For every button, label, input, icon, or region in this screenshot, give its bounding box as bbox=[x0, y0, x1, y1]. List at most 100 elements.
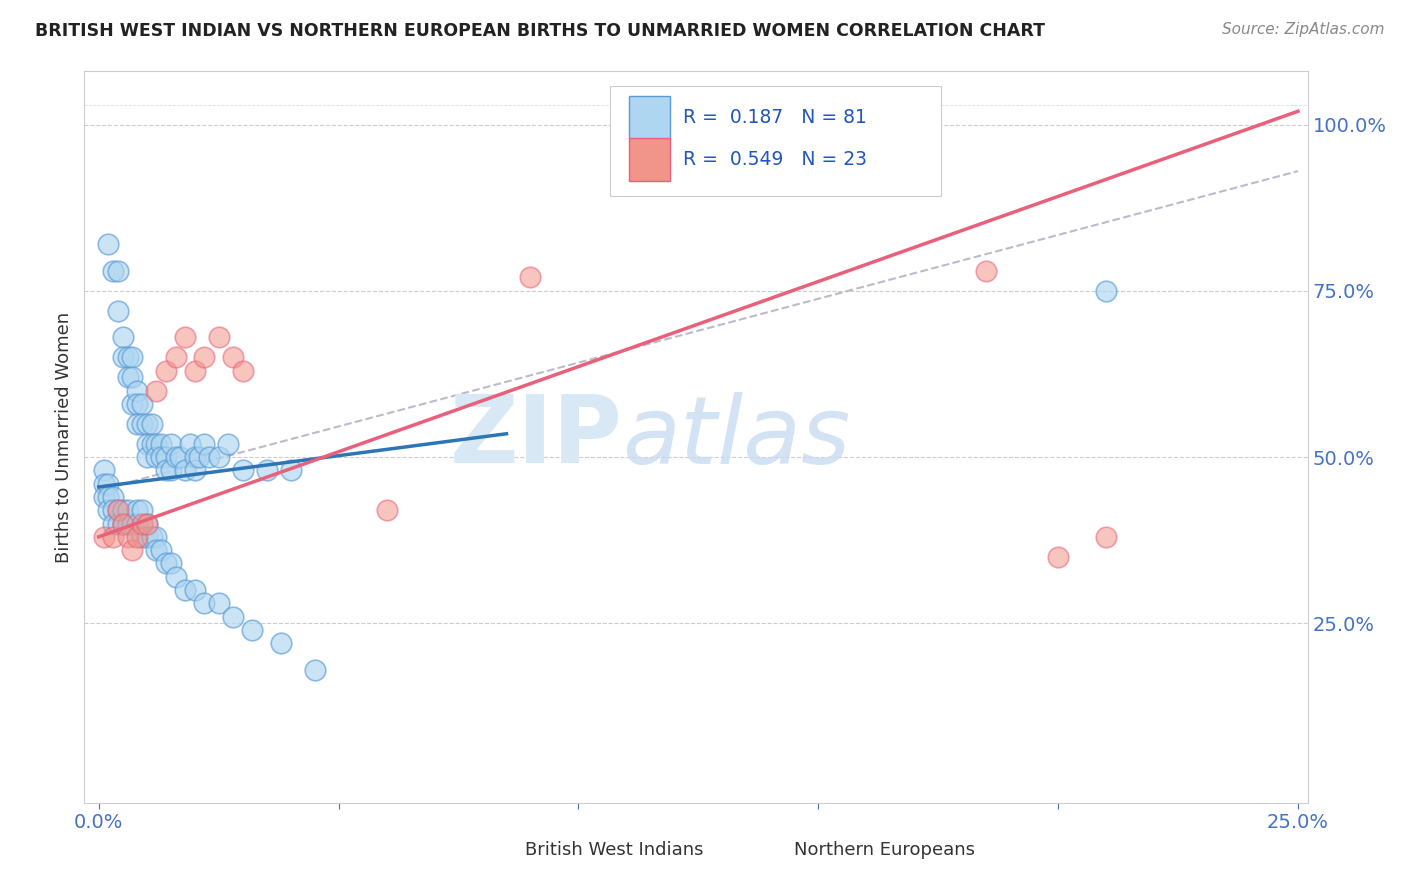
Point bbox=[107, 503, 129, 517]
Point bbox=[150, 450, 173, 464]
Point bbox=[145, 543, 167, 558]
Point bbox=[93, 476, 115, 491]
Point bbox=[93, 463, 115, 477]
Text: British West Indians: British West Indians bbox=[524, 841, 703, 859]
Text: Source: ZipAtlas.com: Source: ZipAtlas.com bbox=[1222, 22, 1385, 37]
Point bbox=[165, 450, 187, 464]
Point bbox=[93, 490, 115, 504]
Point bbox=[208, 330, 231, 344]
Point bbox=[131, 530, 153, 544]
Point bbox=[93, 530, 115, 544]
Point bbox=[179, 436, 201, 450]
Point bbox=[208, 450, 231, 464]
Point bbox=[155, 363, 177, 377]
Point bbox=[97, 476, 120, 491]
Point bbox=[135, 417, 157, 431]
Point bbox=[188, 450, 211, 464]
Point bbox=[111, 330, 134, 344]
Point bbox=[141, 436, 163, 450]
Point bbox=[145, 436, 167, 450]
Point bbox=[117, 370, 139, 384]
Point bbox=[150, 543, 173, 558]
Point bbox=[193, 596, 215, 610]
Point bbox=[193, 436, 215, 450]
Point bbox=[159, 463, 181, 477]
Point bbox=[183, 582, 205, 597]
Point bbox=[97, 237, 120, 252]
Point bbox=[97, 490, 120, 504]
Point bbox=[270, 636, 292, 650]
Point bbox=[107, 303, 129, 318]
Point bbox=[101, 516, 124, 531]
Point bbox=[174, 582, 197, 597]
Point bbox=[135, 450, 157, 464]
Text: ZIP: ZIP bbox=[450, 391, 623, 483]
FancyBboxPatch shape bbox=[628, 95, 671, 139]
Point bbox=[111, 503, 134, 517]
Point bbox=[101, 490, 124, 504]
Point bbox=[107, 264, 129, 278]
Point bbox=[159, 557, 181, 571]
Point bbox=[145, 530, 167, 544]
Point bbox=[1095, 530, 1118, 544]
Point bbox=[1047, 549, 1070, 564]
Point bbox=[111, 516, 134, 531]
Point bbox=[519, 270, 541, 285]
Point bbox=[240, 623, 263, 637]
Text: BRITISH WEST INDIAN VS NORTHERN EUROPEAN BIRTHS TO UNMARRIED WOMEN CORRELATION C: BRITISH WEST INDIAN VS NORTHERN EUROPEAN… bbox=[35, 22, 1045, 40]
Point bbox=[222, 609, 245, 624]
Point bbox=[304, 663, 326, 677]
Text: atlas: atlas bbox=[623, 392, 851, 483]
Point bbox=[183, 463, 205, 477]
Point bbox=[141, 530, 163, 544]
Point bbox=[174, 330, 197, 344]
Point bbox=[256, 463, 278, 477]
Point bbox=[155, 557, 177, 571]
Point bbox=[117, 516, 139, 531]
Point bbox=[135, 516, 157, 531]
Text: Northern Europeans: Northern Europeans bbox=[794, 841, 974, 859]
Point bbox=[131, 516, 153, 531]
Point bbox=[193, 351, 215, 365]
Point bbox=[165, 351, 187, 365]
Point bbox=[159, 436, 181, 450]
Point bbox=[141, 417, 163, 431]
Point bbox=[127, 417, 149, 431]
Point bbox=[121, 516, 143, 531]
Point bbox=[232, 463, 254, 477]
Point bbox=[121, 370, 143, 384]
Point bbox=[127, 503, 149, 517]
Point bbox=[222, 351, 245, 365]
Point bbox=[121, 397, 143, 411]
Point bbox=[121, 543, 143, 558]
Point bbox=[127, 384, 149, 398]
Point bbox=[111, 516, 134, 531]
Point bbox=[150, 436, 173, 450]
Y-axis label: Births to Unmarried Women: Births to Unmarried Women bbox=[55, 311, 73, 563]
Point bbox=[183, 363, 205, 377]
Point bbox=[1095, 284, 1118, 298]
Point bbox=[145, 384, 167, 398]
Point bbox=[131, 397, 153, 411]
Text: R =  0.549   N = 23: R = 0.549 N = 23 bbox=[682, 150, 866, 169]
Point bbox=[217, 436, 239, 450]
Point bbox=[232, 363, 254, 377]
Point bbox=[135, 516, 157, 531]
Point bbox=[169, 450, 191, 464]
Point bbox=[174, 463, 197, 477]
Point bbox=[198, 450, 221, 464]
Point bbox=[280, 463, 302, 477]
Point bbox=[117, 503, 139, 517]
Text: R =  0.187   N = 81: R = 0.187 N = 81 bbox=[682, 108, 866, 127]
Point bbox=[155, 450, 177, 464]
Point bbox=[183, 450, 205, 464]
Point bbox=[131, 417, 153, 431]
Point bbox=[117, 530, 139, 544]
Point bbox=[145, 450, 167, 464]
FancyBboxPatch shape bbox=[628, 137, 671, 181]
Point bbox=[121, 351, 143, 365]
FancyBboxPatch shape bbox=[484, 835, 515, 866]
Point bbox=[107, 516, 129, 531]
FancyBboxPatch shape bbox=[752, 835, 785, 866]
Point bbox=[101, 530, 124, 544]
